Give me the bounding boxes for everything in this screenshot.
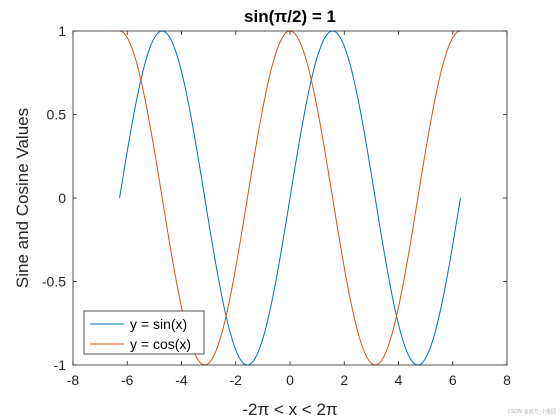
legend-box [83,310,205,355]
x-tick-label: 2 [340,372,348,388]
y-axis-label: Sine and Cosine Values [13,108,32,288]
x-tick-label: -4 [175,372,188,388]
x-tick-label: -8 [67,372,80,388]
watermark-text: CSDN @远方_小金园 [508,408,556,415]
x-tick-label: 0 [286,372,294,388]
x-tick-label: 8 [503,372,511,388]
x-axis-label: -2π < x < 2π [242,400,337,419]
y-tick-label: 0 [58,190,66,206]
y-tick-label: 1 [58,23,66,39]
y-tick-label: -0.5 [42,274,66,290]
y-tick-label: 0.5 [47,107,67,123]
y-tick-label: -1 [54,357,67,373]
series-line-sin [119,30,461,366]
ticks-group: -8 -6 -4 -2 0 2 4 6 8 -1 -0.5 0 0.5 1 [42,23,511,388]
chart-title: sin(π/2) = 1 [244,7,336,26]
legend-label-sin: y = sin(x) [130,316,187,332]
x-tick-label: 6 [449,372,457,388]
legend: y = sin(x) y = cos(x) [83,310,205,355]
x-tick-label: -2 [230,372,243,388]
x-tick-label: 4 [395,372,403,388]
x-tick-label: -6 [121,372,134,388]
legend-label-cos: y = cos(x) [130,336,191,352]
